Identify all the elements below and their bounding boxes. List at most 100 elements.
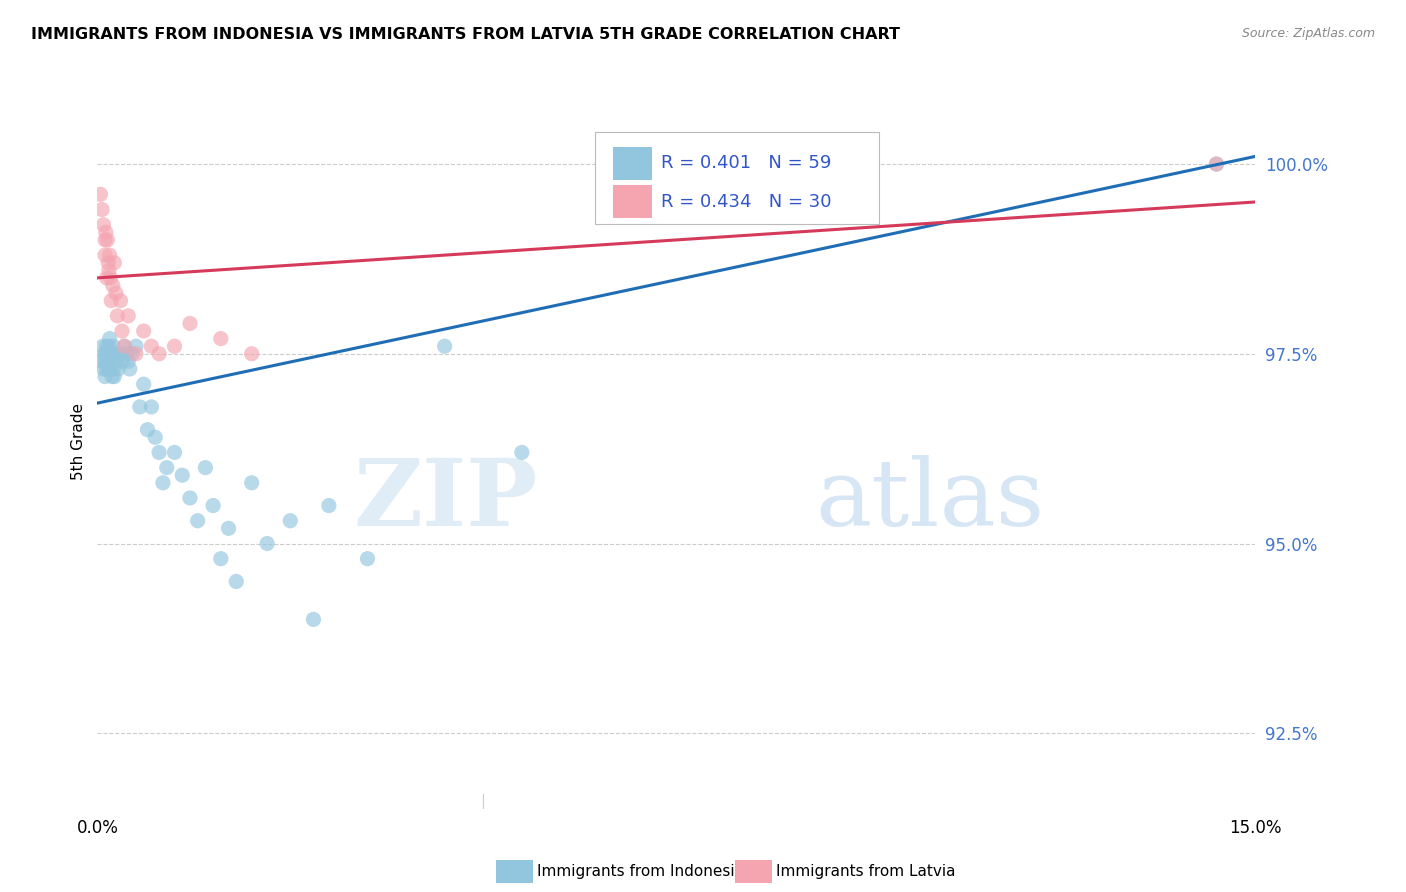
Point bbox=[128, 400, 150, 414]
Point bbox=[1205, 157, 1227, 171]
Point bbox=[97, 256, 120, 270]
Point bbox=[90, 354, 112, 368]
Point bbox=[93, 218, 115, 232]
Point bbox=[356, 551, 378, 566]
Point bbox=[100, 293, 122, 308]
Point bbox=[433, 339, 456, 353]
Point bbox=[98, 248, 121, 262]
Point bbox=[91, 339, 114, 353]
Point bbox=[93, 347, 115, 361]
Point bbox=[104, 286, 127, 301]
Point bbox=[96, 362, 118, 376]
Point bbox=[121, 347, 143, 361]
Point bbox=[96, 271, 118, 285]
Point bbox=[179, 491, 201, 505]
Text: Immigrants from Indonesia: Immigrants from Indonesia bbox=[537, 864, 744, 879]
Point bbox=[141, 339, 163, 353]
Text: R = 0.401   N = 59: R = 0.401 N = 59 bbox=[661, 154, 831, 172]
Point bbox=[101, 369, 124, 384]
Point bbox=[278, 514, 301, 528]
Point bbox=[111, 354, 134, 368]
Text: atlas: atlas bbox=[815, 455, 1045, 545]
Point bbox=[125, 347, 148, 361]
Point bbox=[103, 256, 125, 270]
Point bbox=[117, 354, 139, 368]
FancyBboxPatch shape bbox=[613, 186, 652, 218]
Point bbox=[110, 347, 132, 361]
FancyBboxPatch shape bbox=[613, 147, 652, 179]
Point bbox=[141, 400, 163, 414]
Point bbox=[97, 339, 120, 353]
Y-axis label: 5th Grade: 5th Grade bbox=[72, 402, 86, 480]
Point bbox=[98, 332, 121, 346]
Point bbox=[163, 445, 186, 459]
Point bbox=[143, 430, 166, 444]
Point bbox=[89, 187, 111, 202]
Point bbox=[94, 233, 117, 247]
Point bbox=[94, 354, 117, 368]
Text: Source: ZipAtlas.com: Source: ZipAtlas.com bbox=[1241, 27, 1375, 40]
Point bbox=[117, 309, 139, 323]
Point bbox=[318, 499, 340, 513]
Point bbox=[148, 347, 170, 361]
Point bbox=[97, 362, 120, 376]
Point bbox=[94, 225, 117, 239]
Point bbox=[132, 324, 155, 338]
Point bbox=[148, 445, 170, 459]
Point bbox=[100, 347, 122, 361]
Point bbox=[132, 377, 155, 392]
Point bbox=[187, 514, 209, 528]
Point bbox=[111, 324, 134, 338]
Point bbox=[96, 233, 118, 247]
Point bbox=[240, 347, 263, 361]
Point bbox=[110, 293, 132, 308]
Point bbox=[105, 354, 128, 368]
Point bbox=[163, 339, 186, 353]
Point bbox=[94, 369, 117, 384]
Point bbox=[209, 551, 232, 566]
Text: R = 0.434   N = 30: R = 0.434 N = 30 bbox=[661, 193, 831, 211]
Point bbox=[112, 339, 135, 353]
Point bbox=[118, 362, 141, 376]
Point bbox=[240, 475, 263, 490]
Point bbox=[172, 468, 194, 483]
Point bbox=[104, 347, 127, 361]
Point bbox=[225, 574, 247, 589]
Point bbox=[101, 278, 124, 293]
Point bbox=[112, 339, 135, 353]
Text: IMMIGRANTS FROM INDONESIA VS IMMIGRANTS FROM LATVIA 5TH GRADE CORRELATION CHART: IMMIGRANTS FROM INDONESIA VS IMMIGRANTS … bbox=[31, 27, 900, 42]
Point bbox=[194, 460, 217, 475]
Point bbox=[96, 354, 118, 368]
Point bbox=[107, 362, 129, 376]
Point bbox=[209, 332, 232, 346]
Point bbox=[107, 309, 129, 323]
Point bbox=[256, 536, 278, 550]
Point bbox=[156, 460, 179, 475]
Point bbox=[302, 612, 325, 626]
Point bbox=[179, 317, 201, 331]
Point bbox=[97, 263, 120, 277]
Point bbox=[94, 347, 117, 361]
Point bbox=[100, 271, 122, 285]
Point bbox=[96, 339, 118, 353]
Point bbox=[103, 369, 125, 384]
Point bbox=[136, 423, 159, 437]
Point bbox=[101, 339, 124, 353]
Point bbox=[125, 339, 148, 353]
Point bbox=[202, 499, 225, 513]
FancyBboxPatch shape bbox=[595, 132, 879, 224]
Point bbox=[103, 362, 125, 376]
Point bbox=[91, 202, 114, 217]
Point bbox=[218, 521, 240, 535]
Point bbox=[94, 248, 117, 262]
Text: ZIP: ZIP bbox=[353, 455, 537, 545]
Point bbox=[100, 354, 122, 368]
Point bbox=[152, 475, 174, 490]
Point bbox=[101, 347, 124, 361]
Point bbox=[626, 172, 648, 186]
Point bbox=[93, 362, 115, 376]
Point bbox=[1205, 157, 1227, 171]
Point bbox=[115, 347, 138, 361]
Point bbox=[97, 347, 120, 361]
Text: Immigrants from Latvia: Immigrants from Latvia bbox=[776, 864, 956, 879]
